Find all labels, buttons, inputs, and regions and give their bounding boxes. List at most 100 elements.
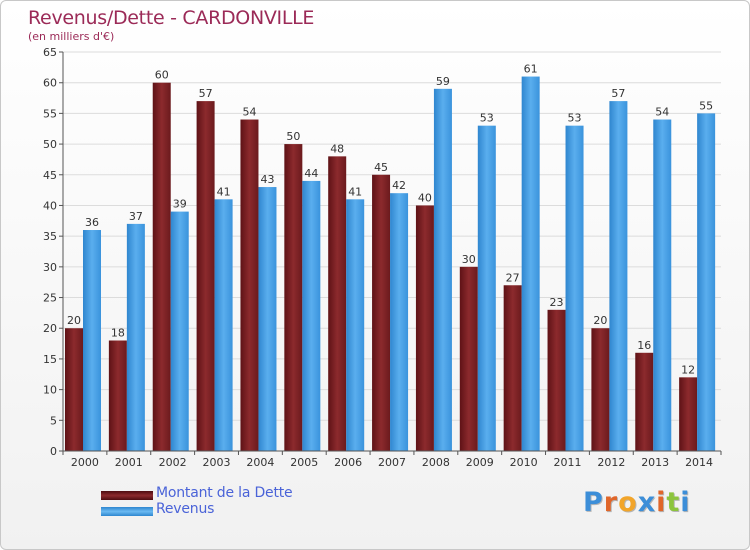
bar-revenue: [433, 88, 452, 451]
bar-revenue: [521, 76, 540, 452]
y-tick-label: 25: [43, 292, 57, 305]
bar-debt: [459, 266, 478, 451]
bar-debt: [152, 82, 171, 451]
data-label-debt: 18: [111, 327, 125, 340]
data-label-revenue: 54: [655, 106, 669, 119]
x-tick-label: 2006: [334, 456, 362, 469]
bar-revenue: [83, 230, 101, 451]
bars: [65, 76, 716, 452]
bar-revenue: [170, 211, 189, 451]
data-label-debt: 40: [418, 191, 432, 204]
y-tick-label: 55: [43, 107, 57, 120]
data-label-debt: 54: [242, 106, 256, 119]
y-tick-label: 30: [43, 261, 57, 274]
data-label-revenue: 53: [568, 112, 582, 125]
y-tick-label: 50: [43, 138, 57, 151]
chart-title: Revenus/Dette - CARDONVILLE: [28, 7, 315, 29]
x-tick-label: 2000: [71, 456, 99, 469]
data-label-revenue: 43: [260, 173, 274, 186]
y-axis: 0 5 10 15 20 25 30 35 40 45 50 55 60 65: [43, 46, 64, 458]
x-tick-label: 2003: [203, 456, 231, 469]
bar-revenue: [390, 193, 409, 451]
data-labels: 20 36 18 37 60 39 57 41 54 43 50 44 48 41 45 42 40 59 30 53…: [67, 63, 713, 377]
bar-revenue: [653, 119, 672, 452]
data-label-revenue: 44: [304, 167, 318, 180]
data-label-debt: 12: [681, 363, 695, 376]
y-tick-label: 10: [43, 384, 57, 397]
data-label-revenue: 36: [85, 216, 99, 229]
x-tick-label: 2002: [159, 456, 187, 469]
x-tick-label: 2004: [246, 456, 274, 469]
data-label-revenue: 41: [217, 185, 231, 198]
data-label-revenue: 61: [524, 63, 538, 76]
legend-label-debt: Montant de la Dette: [156, 485, 293, 501]
y-tick-label: 35: [43, 230, 57, 243]
data-label-revenue: 57: [611, 87, 625, 100]
data-label-debt: 50: [286, 130, 300, 143]
data-label-debt: 20: [593, 314, 607, 327]
x-tick-label: 2014: [685, 456, 713, 469]
legend-swatch-debt: [101, 491, 153, 500]
x-tick-label: 2007: [378, 456, 406, 469]
data-label-revenue: 42: [392, 179, 406, 192]
bar-debt: [284, 144, 303, 452]
y-tick-label: 45: [43, 169, 57, 182]
y-tick-label: 65: [43, 46, 57, 59]
bar-revenue: [697, 113, 716, 451]
proxiti-logo: Proxiti: [583, 487, 691, 518]
data-label-debt: 57: [199, 87, 213, 100]
x-axis: 2000 2001 2002 2003 2004 2005 2006 2007 2008 2009…: [62, 450, 722, 469]
y-tick-label: 40: [43, 199, 57, 212]
chart-subtitle: (en milliers d'€): [28, 30, 115, 43]
bar-debt: [108, 340, 127, 451]
data-label-debt: 30: [462, 253, 476, 266]
bar-debt: [240, 119, 259, 452]
bar-revenue: [302, 180, 321, 451]
bar-debt: [372, 174, 391, 451]
bar-debt: [635, 352, 654, 451]
data-label-debt: 27: [506, 271, 520, 284]
bar-revenue: [126, 223, 145, 451]
data-label-revenue: 37: [129, 210, 143, 223]
data-label-debt: 20: [67, 314, 81, 327]
bar-revenue: [477, 125, 496, 452]
y-tick-label: 15: [43, 353, 57, 366]
y-tick-label: 0: [50, 445, 57, 458]
data-label-debt: 48: [330, 142, 344, 155]
x-tick-label: 2013: [641, 456, 669, 469]
data-label-revenue: 55: [699, 99, 713, 112]
bar-revenue: [346, 199, 365, 451]
legend-label-revenue: Revenus: [156, 501, 215, 517]
data-label-revenue: 53: [480, 112, 494, 125]
data-label-debt: 23: [550, 296, 564, 309]
x-tick-label: 2012: [597, 456, 625, 469]
x-tick-label: 2010: [510, 456, 538, 469]
bar-debt: [547, 309, 566, 451]
bar-debt: [591, 328, 610, 451]
legend-swatch-revenue: [101, 507, 153, 516]
data-label-debt: 16: [637, 339, 651, 352]
bar-debt: [415, 205, 434, 451]
bar-revenue: [214, 199, 233, 451]
y-tick-label: 5: [50, 414, 57, 427]
x-tick-label: 2001: [115, 456, 143, 469]
bar-revenue: [565, 125, 584, 452]
data-label-debt: 60: [155, 69, 169, 82]
bar-debt: [503, 285, 522, 451]
data-label-revenue: 39: [173, 198, 187, 211]
bar-revenue: [609, 101, 628, 451]
data-label-revenue: 41: [348, 185, 362, 198]
bar-debt: [679, 377, 698, 451]
y-tick-label: 20: [43, 322, 57, 335]
x-tick-label: 2005: [290, 456, 318, 469]
bar-debt: [328, 156, 347, 451]
data-label-debt: 45: [374, 161, 388, 174]
bar-debt: [196, 101, 215, 451]
x-tick-label: 2008: [422, 456, 450, 469]
data-label-revenue: 59: [436, 75, 450, 88]
x-tick-label: 2011: [553, 456, 581, 469]
bar-debt: [65, 328, 83, 451]
bar-revenue: [258, 187, 277, 452]
y-tick-label: 60: [43, 77, 57, 90]
